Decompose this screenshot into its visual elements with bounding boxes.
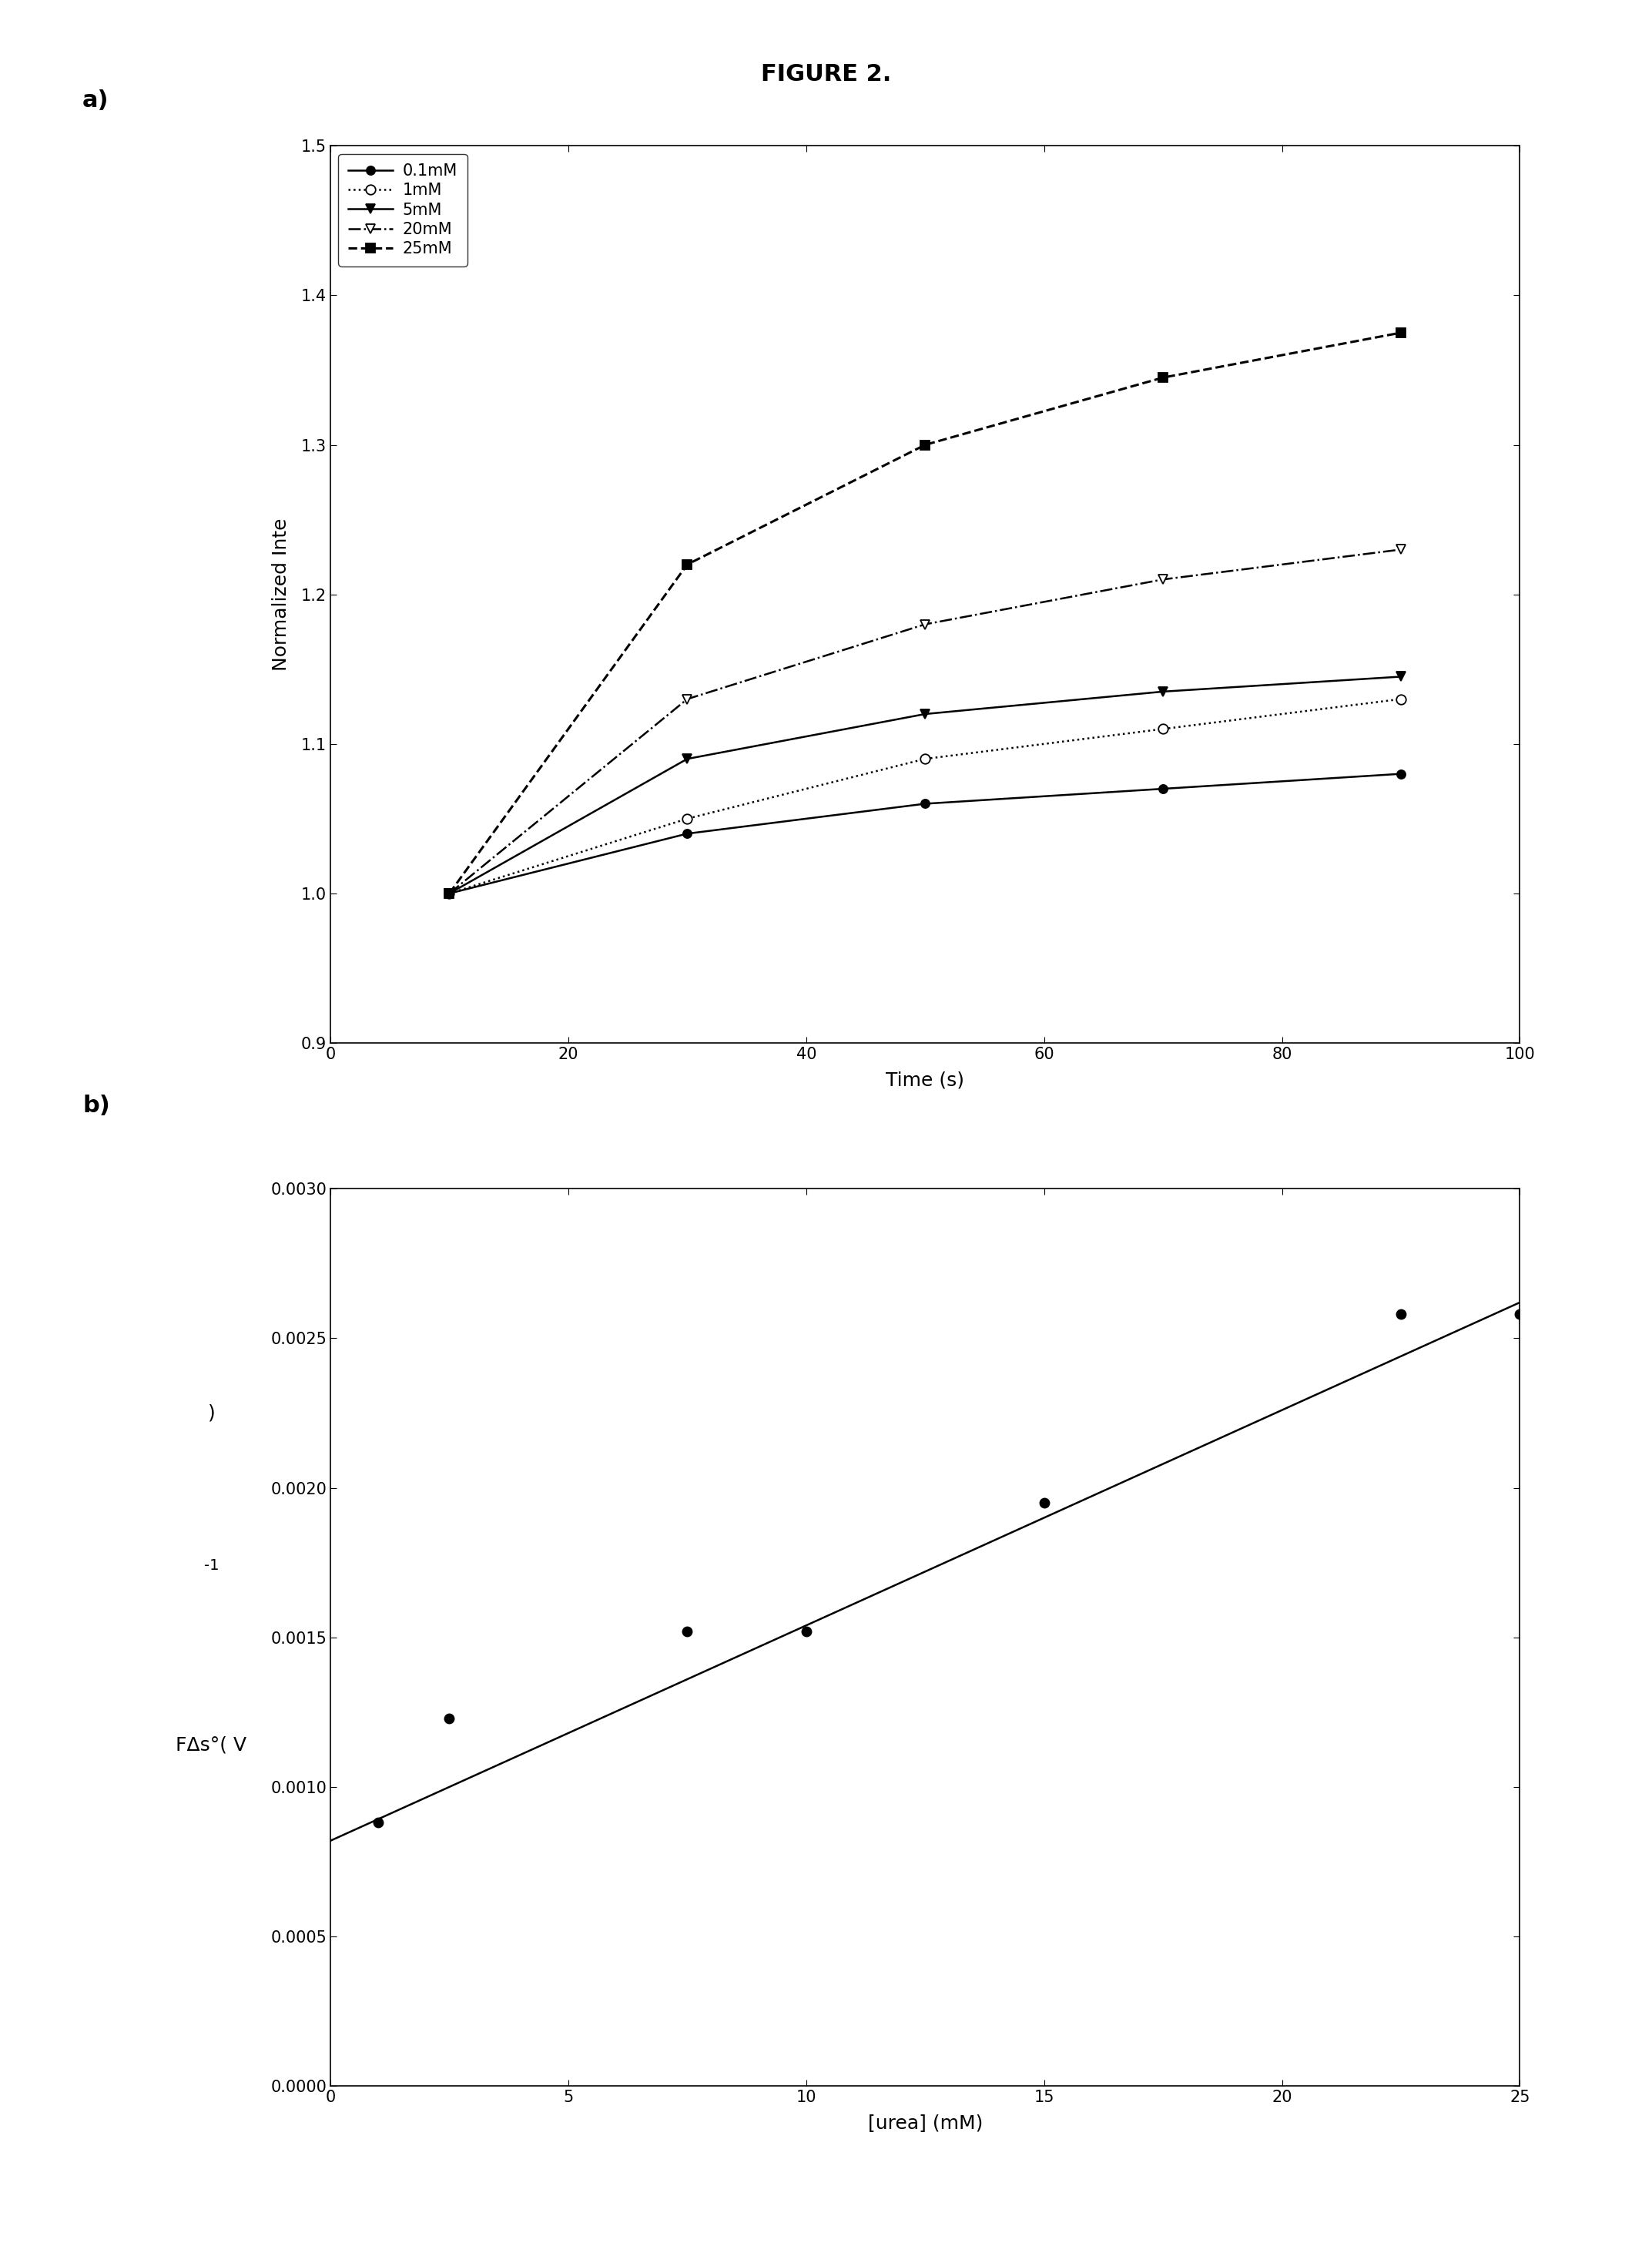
Line: 0.1mM: 0.1mM <box>444 769 1406 897</box>
X-axis label: Time (s): Time (s) <box>885 1070 965 1090</box>
25mM <box>1153 363 1173 390</box>
1mM <box>677 805 697 832</box>
Text: b): b) <box>83 1095 111 1117</box>
1mM <box>1153 716 1173 742</box>
Text: FΔs°( V: FΔs°( V <box>177 1736 246 1754</box>
0.1mM <box>915 790 935 816</box>
0.1mM <box>439 879 459 906</box>
1mM <box>1391 686 1411 713</box>
0.1mM <box>1153 776 1173 803</box>
Text: ): ) <box>208 1404 215 1422</box>
Text: a): a) <box>83 90 109 112</box>
5mM <box>1153 677 1173 704</box>
Line: 25mM: 25mM <box>444 327 1406 897</box>
5mM <box>439 879 459 906</box>
5mM <box>915 700 935 727</box>
Line: 1mM: 1mM <box>444 695 1406 897</box>
Text: FIGURE 2.: FIGURE 2. <box>762 63 890 85</box>
25mM <box>915 431 935 458</box>
20mM <box>1153 565 1173 592</box>
Line: 5mM: 5mM <box>444 673 1406 897</box>
20mM <box>439 879 459 906</box>
20mM <box>1391 536 1411 563</box>
5mM <box>1391 664 1411 691</box>
Text: -1: -1 <box>203 1559 220 1572</box>
0.1mM <box>1391 760 1411 787</box>
X-axis label: [urea] (mM): [urea] (mM) <box>867 2113 983 2133</box>
5mM <box>677 745 697 772</box>
0.1mM <box>677 821 697 848</box>
1mM <box>439 879 459 906</box>
20mM <box>915 610 935 637</box>
Legend: 0.1mM, 1mM, 5mM, 20mM, 25mM: 0.1mM, 1mM, 5mM, 20mM, 25mM <box>339 155 468 267</box>
25mM <box>1391 319 1411 345</box>
Y-axis label: Normalized Inte: Normalized Inte <box>273 518 291 671</box>
Line: 20mM: 20mM <box>444 545 1406 897</box>
25mM <box>439 879 459 906</box>
1mM <box>915 745 935 772</box>
25mM <box>677 552 697 579</box>
20mM <box>677 686 697 713</box>
